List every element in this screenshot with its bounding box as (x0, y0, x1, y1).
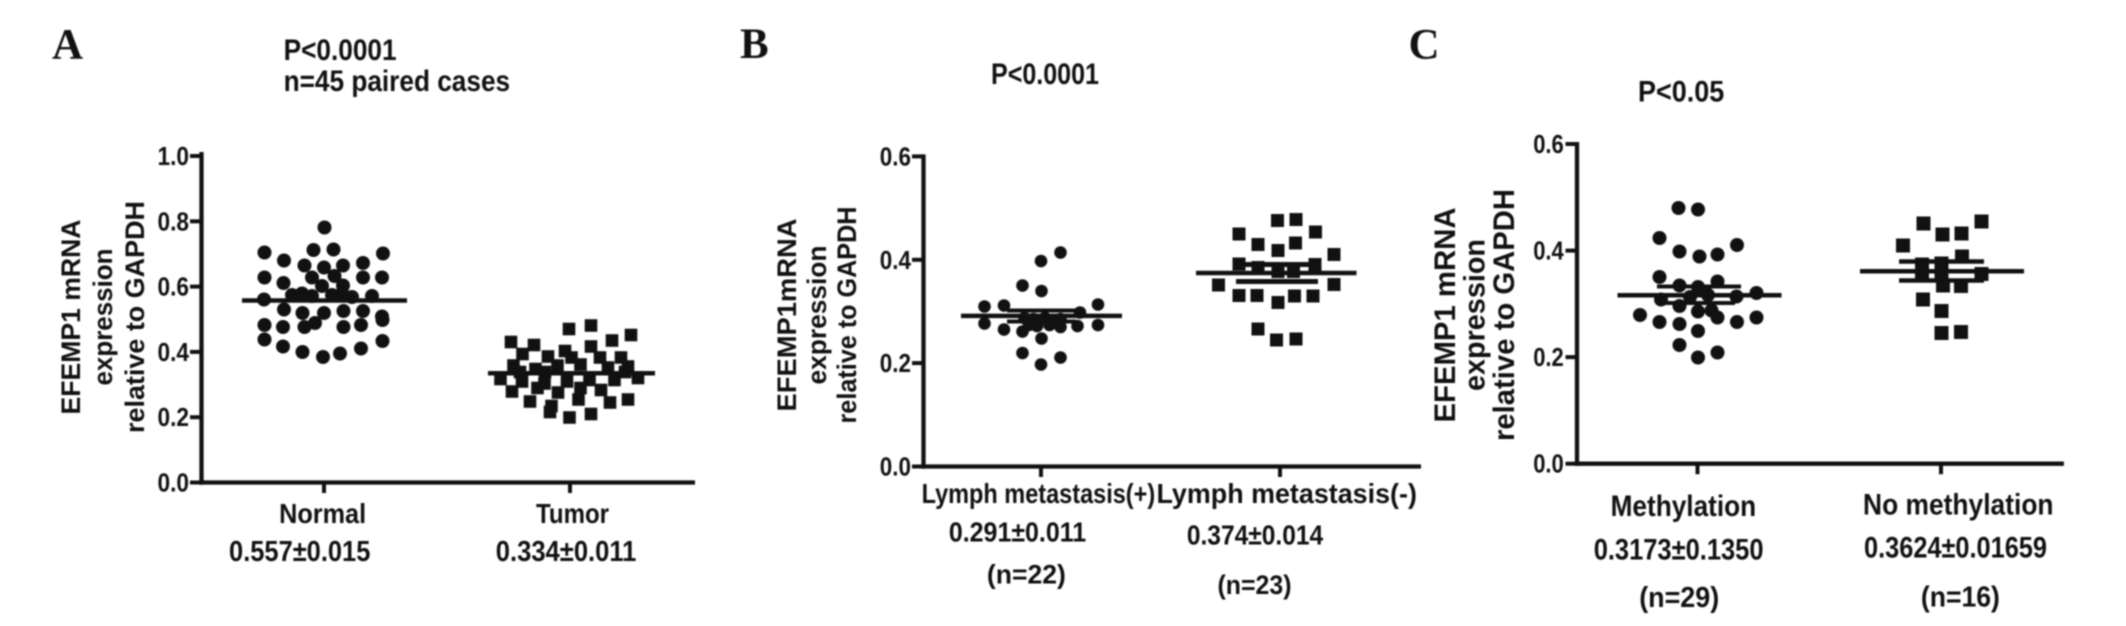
svg-text:0.3173±0.1350: 0.3173±0.1350 (1594, 534, 1764, 567)
svg-text:0.6: 0.6 (880, 141, 911, 171)
svg-text:0.3624±0.01659: 0.3624±0.01659 (1864, 531, 2047, 564)
svg-text:n=45 paired cases: n=45 paired cases (284, 65, 511, 98)
svg-text:expression: expression (1459, 239, 1492, 391)
svg-text:0.2: 0.2 (880, 348, 911, 378)
svg-text:Lymph metastasis(-): Lymph metastasis(-) (1157, 478, 1417, 509)
svg-text:relative to GAPDH: relative to GAPDH (832, 207, 862, 424)
svg-text:0.334±0.011: 0.334±0.011 (496, 536, 637, 568)
svg-text:0.4: 0.4 (1533, 236, 1564, 266)
svg-text:(n=16): (n=16) (1921, 582, 2000, 614)
svg-text:Tumor: Tumor (536, 498, 609, 529)
svg-text:C: C (1409, 22, 1440, 69)
svg-text:1.0: 1.0 (158, 141, 190, 171)
svg-text:0.6: 0.6 (158, 272, 190, 302)
svg-text:relative to GAPDH: relative to GAPDH (1488, 189, 1521, 441)
svg-text:0.0: 0.0 (1533, 449, 1564, 479)
svg-text:(n=23): (n=23) (1218, 570, 1292, 600)
svg-text:A: A (52, 22, 83, 69)
svg-text:expression: expression (88, 249, 118, 386)
svg-text:0.557±0.015: 0.557±0.015 (229, 536, 370, 568)
svg-text:EFEMP1 mRNA: EFEMP1 mRNA (56, 220, 86, 415)
svg-text:P<0.05: P<0.05 (1638, 76, 1724, 109)
svg-text:Lymph metastasis(+): Lymph metastasis(+) (922, 478, 1156, 509)
svg-text:expression: expression (802, 246, 832, 385)
svg-text:0.4: 0.4 (158, 337, 190, 367)
svg-text:0.0: 0.0 (158, 468, 190, 498)
svg-text:No methylation: No methylation (1863, 489, 2054, 522)
svg-text:0.4: 0.4 (880, 245, 912, 275)
svg-text:0.291±0.011: 0.291±0.011 (949, 517, 1086, 548)
svg-text:0.6: 0.6 (1533, 129, 1564, 159)
svg-text:0.374±0.014: 0.374±0.014 (1187, 520, 1324, 551)
svg-text:P<0.0001: P<0.0001 (284, 34, 397, 67)
svg-text:0.8: 0.8 (158, 206, 190, 236)
svg-text:Normal: Normal (279, 498, 366, 529)
svg-text:0.2: 0.2 (158, 402, 190, 432)
svg-text:0.2: 0.2 (1533, 342, 1564, 372)
svg-text:0.0: 0.0 (880, 452, 911, 482)
svg-text:B: B (740, 21, 769, 68)
svg-text:EFEMP1mRNA: EFEMP1mRNA (772, 219, 802, 412)
svg-text:(n=22): (n=22) (987, 560, 1066, 590)
svg-text:(n=29): (n=29) (1639, 582, 1719, 614)
svg-text:P<0.0001: P<0.0001 (991, 58, 1099, 91)
svg-text:relative to GAPDH: relative to GAPDH (120, 201, 150, 433)
svg-text:EFEMP1 mRNA: EFEMP1 mRNA (1429, 208, 1462, 423)
svg-text:Methylation: Methylation (1611, 490, 1757, 523)
